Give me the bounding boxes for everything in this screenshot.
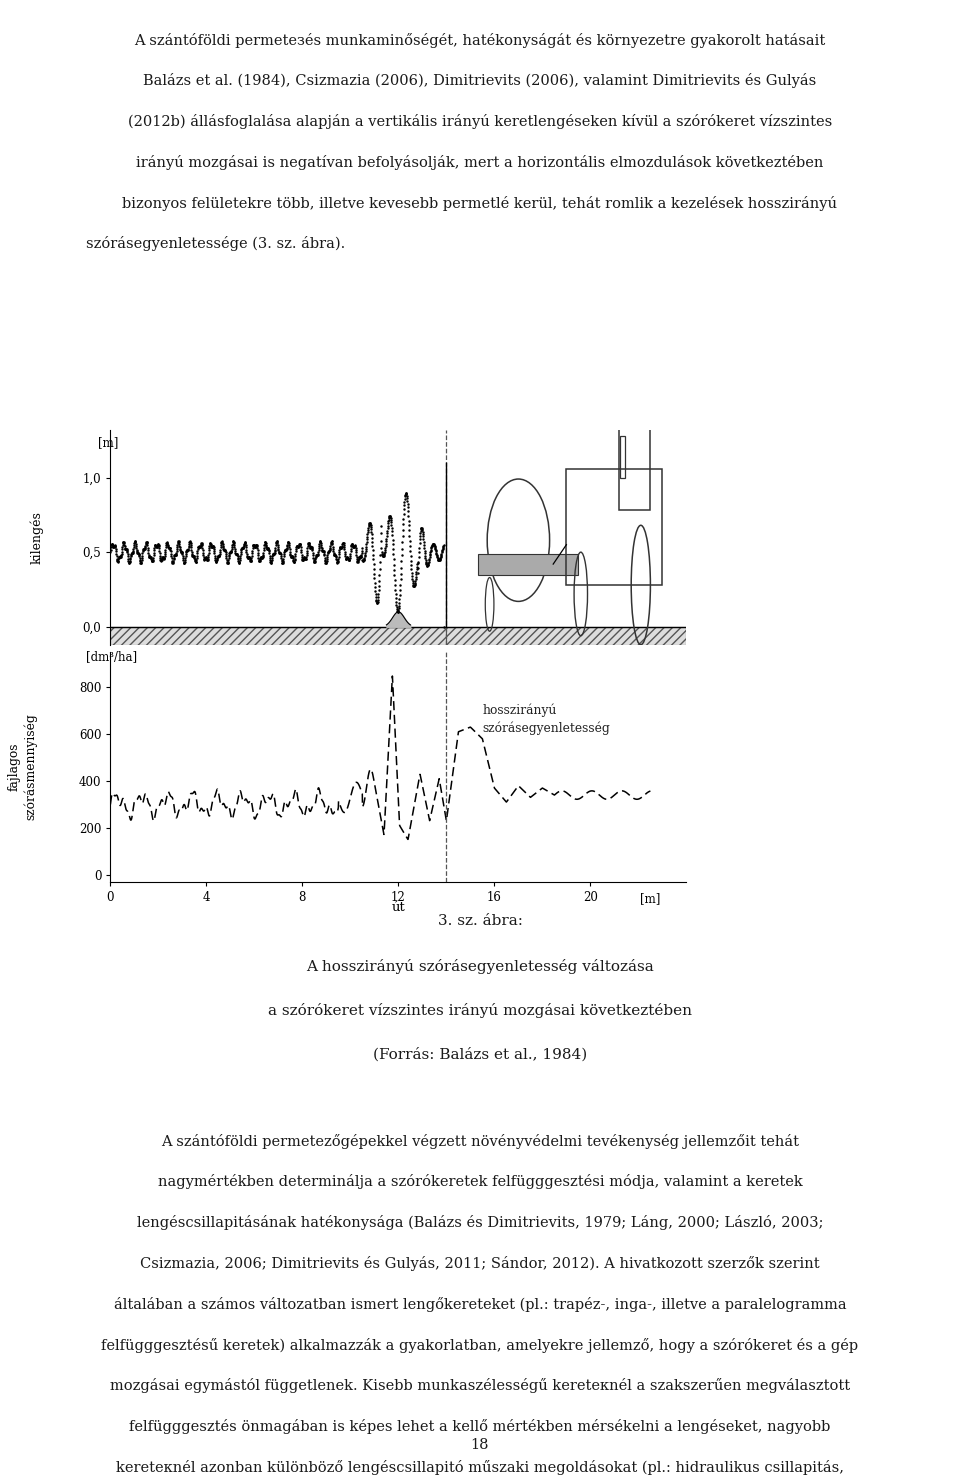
Text: felfügggesztés önmagában is képes lehet a kellő mértékben mérsékelni a lengéseke: felfügggesztés önmagában is képes lehet … [130,1420,830,1435]
Bar [619,418,651,510]
Text: bizonyos felületekre több, illetve kevesebb permetlé kerül, tehát romlik a kezel: bizonyos felületekre több, illetve keves… [123,196,837,210]
Bar [478,554,578,575]
Text: Csizmazia, 2006; Dimitrievits és Gulyás, 2011; Sándor, 2012). A hivatkozott szer: Csizmazia, 2006; Dimitrievits és Gulyás,… [140,1257,820,1272]
Text: 18: 18 [470,1439,490,1452]
Text: 3. sz. ábra:: 3. sz. ábra: [438,914,522,928]
Text: út: út [392,901,405,914]
Text: [m]: [m] [99,436,119,449]
Y-axis label: fajlagos
szórásmennyiség: fajlagos szórásmennyiség [8,713,37,821]
Bar [620,436,625,477]
Text: mozgásai egymástól függetlenek. Kisebb munkaszélességű kereteкnél a szakszerűen : mozgásai egymástól függetlenek. Kisebb m… [110,1378,850,1393]
Text: A szántóföldi permeteзés munkaminőségét, hatékonyságát és környezetre gyakorolt : A szántóföldi permeteзés munkaminőségét,… [134,33,826,47]
Bar [446,627,686,645]
Text: lengéscsillapitásának hatékonysága (Balázs és Dimitrievits, 1979; Láng, 2000; Lá: lengéscsillapitásának hatékonysága (Balá… [136,1215,824,1230]
Text: nagymértékben determinálja a szórókeretek felfügggesztési módja, valamint a kere: nagymértékben determinálja a szórókerete… [157,1174,803,1190]
Text: a szórókeret vízszintes irányú mozgásai következtében: a szórókeret vízszintes irányú mozgásai … [268,1003,692,1018]
Text: [m]: [m] [640,892,660,904]
Text: A szántóföldi permetezőgépekkel végzett növényvédelmi tevékenység jellemzőit teh: A szántóföldi permetezőgépekkel végzett … [161,1134,799,1149]
Text: irányú mozgásai is negatívan befolyásolják, mert a horizontális elmozdulások köv: irányú mozgásai is negatívan befolyásolj… [136,156,824,170]
Text: felfügggesztésű keretek) alkalmаzzák a gyakorlatban, amelyekre jellemző, hogy a : felfügggesztésű keretek) alkalmаzzák a g… [102,1337,858,1353]
Text: [dm³/ha]: [dm³/ha] [86,649,137,662]
Text: (2012b) állásfoglalása alapján a vertikális irányú keretlengéseken kívül a szóró: (2012b) állásfoglalása alapján a vertiká… [128,114,832,129]
Text: általában a számos változatban ismert lengőkereteket (pl.: trapéz-, inga-, illet: általában a számos változatban ismert le… [113,1297,847,1312]
Bar [566,468,662,585]
Y-axis label: kilengés: kilengés [30,511,44,563]
Text: szórásegyenletessége (3. sz. ábra).: szórásegyenletessége (3. sz. ábra). [86,236,346,252]
Text: (Forrás: Balázs et al., 1984): (Forrás: Balázs et al., 1984) [372,1048,588,1063]
Text: hosszirányú
szórásegyenletesség: hosszirányú szórásegyenletesség [482,704,611,735]
Text: kereteкnél azonban különböző lengéscsillapitó műszaki megoldásokat (pl.: hidraul: kereteкnél azonban különböző lengéscsill… [116,1460,844,1475]
Bar [110,627,446,645]
Text: Balázs et al. (1984), Csizmazia (2006), Dimitrievits (2006), valamint Dimitrievi: Balázs et al. (1984), Csizmazia (2006), … [143,73,817,89]
Text: A hosszirányú szórásegyenletesség változása: A hosszirányú szórásegyenletesség változ… [306,959,654,974]
